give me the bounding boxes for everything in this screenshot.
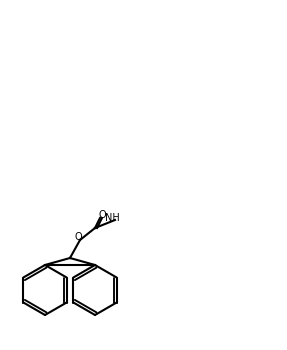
Text: O: O bbox=[98, 210, 106, 220]
Text: NH: NH bbox=[105, 213, 119, 223]
Text: O: O bbox=[74, 232, 82, 242]
